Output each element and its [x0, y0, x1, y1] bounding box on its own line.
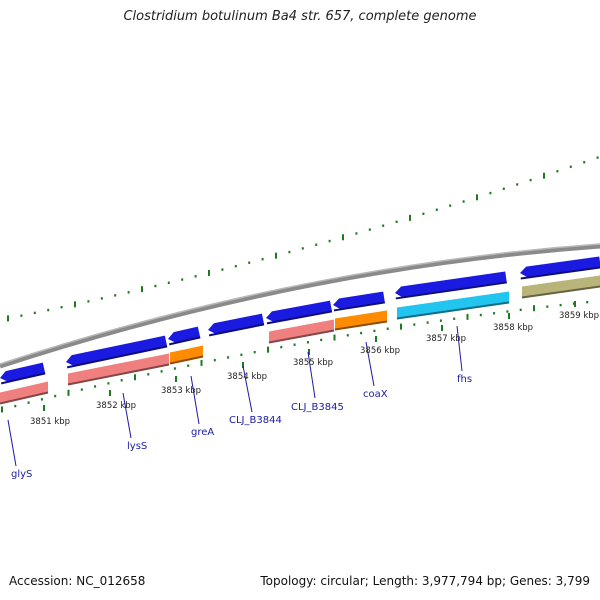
cds-rev-greA	[170, 345, 203, 364]
cds-fwd-2	[66, 335, 168, 366]
cds-rev-glyS	[0, 381, 48, 404]
tick-label-3859: 3859 kbp	[559, 311, 599, 321]
cds-fwd-3-edge	[168, 336, 201, 346]
gene-label-CLJ_B3844[interactable]: CLJ_B3844	[229, 415, 282, 426]
tick-label-3852: 3852 kbp	[96, 401, 136, 411]
tick-label-3856: 3856 kbp	[360, 346, 400, 356]
gene-leader-line	[190, 375, 200, 425]
inner-tick-ring	[1, 300, 589, 413]
cds-rev-glyS-edge	[0, 391, 49, 405]
gene-label-lysS[interactable]: lysS	[127, 441, 147, 452]
reverse-strand-features	[0, 275, 600, 405]
gene-leader-line	[7, 419, 17, 467]
tick-label-3858: 3858 kbp	[493, 323, 533, 333]
cds-fwd-1-edge	[0, 372, 46, 385]
cds-fwd-5	[266, 300, 332, 323]
cds-fwd-6	[333, 291, 385, 310]
gene-label-fhs[interactable]: fhs	[457, 374, 472, 385]
cds-fwd-5-edge	[266, 310, 333, 325]
cds-fwd-7-edge	[395, 281, 507, 300]
tick-label-3857: 3857 kbp	[426, 334, 466, 344]
cds-rev-greA-edge	[169, 355, 204, 365]
accession-text: Accession: NC_012658	[9, 574, 146, 588]
cds-rev-coaX	[335, 310, 387, 330]
map-title: Clostridium botulinum Ba4 str. 657, comp…	[123, 9, 477, 24]
tick-label-3855: 3855 kbp	[293, 358, 333, 368]
cds-rev-fhs	[397, 291, 509, 319]
cds-rev-fhs-edge	[396, 301, 510, 320]
cds-fwd-8	[520, 256, 600, 278]
cds-fwd-7	[395, 271, 507, 298]
cds-rev-CLJ_B3845	[269, 319, 334, 343]
backbone-line	[0, 243, 600, 369]
cds-fwd-4	[208, 313, 265, 335]
cds-rev-coaX-edge	[334, 320, 388, 331]
tick-label-3851: 3851 kbp	[30, 417, 70, 427]
cds-rev-lysS	[68, 353, 169, 385]
gene-label-greA[interactable]: greA	[191, 427, 214, 438]
cds-rev-CLJ_B3845-edge	[268, 329, 335, 344]
cds-fwd-6-edge	[333, 301, 386, 312]
cds-rev-olive	[522, 275, 600, 298]
tick-label-3853: 3853 kbp	[161, 386, 201, 396]
cds-fwd-8-edge	[520, 266, 600, 280]
gene-leader-line	[307, 351, 316, 399]
gene-leader-lines	[7, 325, 463, 467]
gene-label-CLJ_B3845[interactable]: CLJ_B3845	[291, 402, 344, 413]
cds-fwd-4-edge	[208, 323, 265, 337]
outer-tick-ring	[7, 156, 599, 322]
gene-label-coaX[interactable]: coaX	[363, 389, 388, 400]
topology-text: Topology: circular; Length: 3,977,794 bp…	[260, 574, 590, 588]
backbone-highlight	[0, 243, 600, 365]
cds-fwd-1	[0, 362, 46, 382]
forward-strand-features	[0, 256, 600, 385]
cds-rev-olive-edge	[521, 285, 600, 299]
tick-label-3854: 3854 kbp	[227, 372, 267, 382]
gene-leader-line	[242, 365, 253, 413]
backbone	[0, 243, 600, 369]
gene-leader-line	[365, 341, 375, 387]
cds-rev-lysS-edge	[67, 363, 170, 386]
gene-leader-line	[122, 392, 132, 439]
gene-label-glyS[interactable]: glyS	[11, 469, 32, 480]
gene-leader-line	[456, 325, 463, 372]
cds-fwd-2-edge	[66, 345, 168, 369]
